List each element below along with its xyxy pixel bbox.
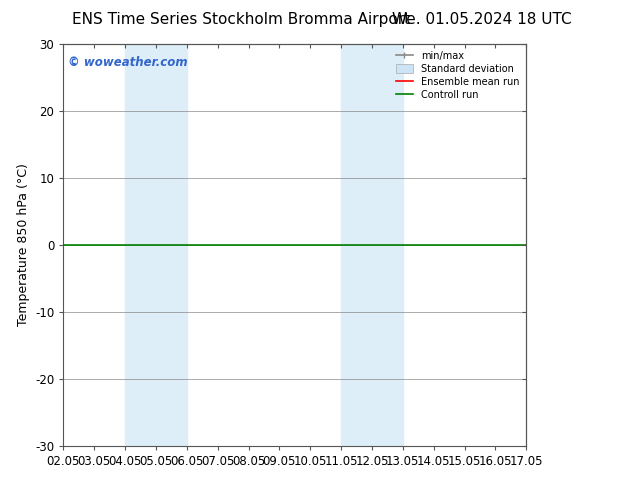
Bar xyxy=(341,44,403,446)
Y-axis label: Temperature 850 hPa (°C): Temperature 850 hPa (°C) xyxy=(16,164,30,326)
Text: ENS Time Series Stockholm Bromma Airport: ENS Time Series Stockholm Bromma Airport xyxy=(72,12,410,27)
Text: We. 01.05.2024 18 UTC: We. 01.05.2024 18 UTC xyxy=(392,12,572,27)
Text: © woweather.com: © woweather.com xyxy=(68,56,188,69)
Bar xyxy=(125,44,187,446)
Legend: min/max, Standard deviation, Ensemble mean run, Controll run: min/max, Standard deviation, Ensemble me… xyxy=(394,49,521,101)
